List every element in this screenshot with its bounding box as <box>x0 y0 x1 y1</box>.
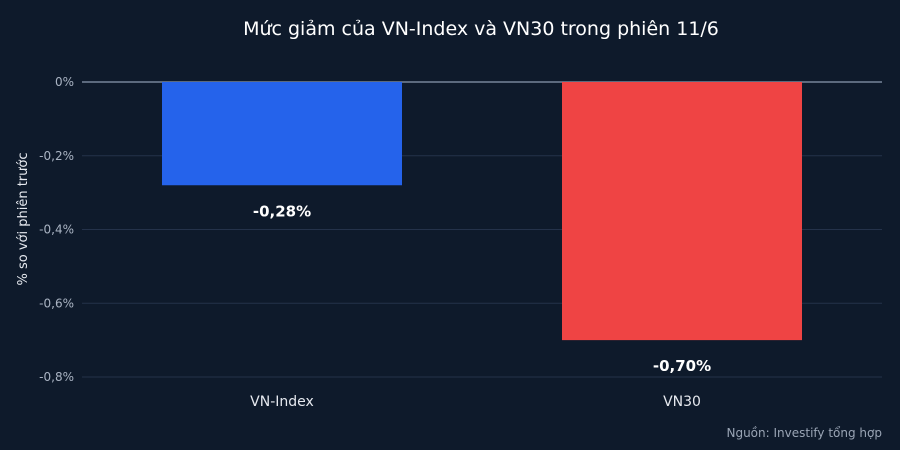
y-tick-label: -0,2% <box>39 149 74 163</box>
chart-title: Mức giảm của VN-Index và VN30 trong phiê… <box>243 18 719 40</box>
source-note: Nguồn: Investify tổng hợp <box>726 426 882 440</box>
x-ticks: VN-Index VN30 <box>250 394 701 410</box>
bars <box>162 82 802 341</box>
y-tick-label: 0% <box>55 75 74 89</box>
x-tick-label: VN30 <box>663 394 701 410</box>
y-tick-label: -0,4% <box>39 223 74 237</box>
y-axis-label: % so với phiên trước <box>16 153 31 286</box>
data-label: -0,28% <box>253 202 311 220</box>
y-ticks: 0% -0,2% -0,4% -0,6% -0,8% <box>39 75 74 384</box>
y-tick-label: -0,8% <box>39 370 74 384</box>
bar-vn30 <box>562 82 802 341</box>
bar-vn-index <box>162 82 402 186</box>
x-tick-label: VN-Index <box>250 394 314 410</box>
data-labels: -0,28% -0,70% <box>253 202 711 375</box>
y-tick-label: -0,6% <box>39 296 74 310</box>
data-label: -0,70% <box>653 357 711 375</box>
